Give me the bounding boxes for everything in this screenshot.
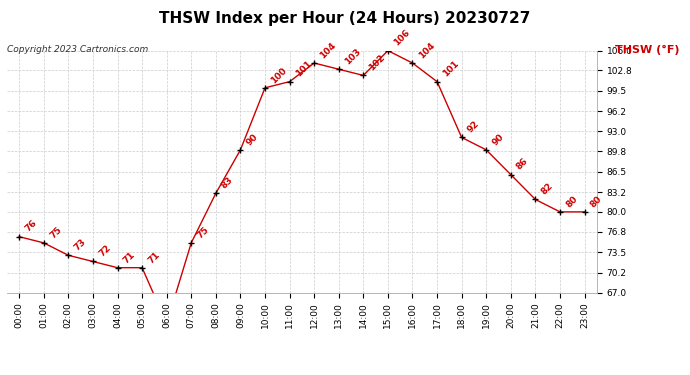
Text: THSW (°F): THSW (°F)	[615, 45, 680, 55]
Text: Copyright 2023 Cartronics.com: Copyright 2023 Cartronics.com	[7, 45, 148, 54]
Text: 100: 100	[269, 66, 288, 85]
Text: 90: 90	[244, 132, 260, 147]
Text: 102: 102	[368, 53, 387, 73]
Text: 92: 92	[466, 119, 481, 135]
Text: 106: 106	[392, 28, 412, 48]
Text: 83: 83	[220, 175, 235, 190]
Text: 101: 101	[294, 59, 313, 79]
Text: 75: 75	[48, 225, 63, 240]
Text: 62: 62	[0, 374, 1, 375]
Text: 90: 90	[491, 132, 506, 147]
Text: 72: 72	[97, 243, 112, 259]
Text: THSW Index per Hour (24 Hours) 20230727: THSW Index per Hour (24 Hours) 20230727	[159, 11, 531, 26]
Text: 104: 104	[318, 40, 338, 60]
Text: 71: 71	[146, 250, 161, 265]
Text: 104: 104	[417, 40, 436, 60]
Text: 75: 75	[195, 225, 210, 240]
Text: 101: 101	[441, 59, 461, 79]
Text: 86: 86	[515, 157, 530, 172]
Text: 76: 76	[23, 219, 39, 234]
Text: 80: 80	[589, 194, 604, 209]
Text: 71: 71	[121, 250, 137, 265]
Text: 73: 73	[72, 237, 88, 252]
Text: 82: 82	[540, 182, 555, 197]
Text: 103: 103	[343, 47, 362, 66]
Text: 80: 80	[564, 194, 580, 209]
